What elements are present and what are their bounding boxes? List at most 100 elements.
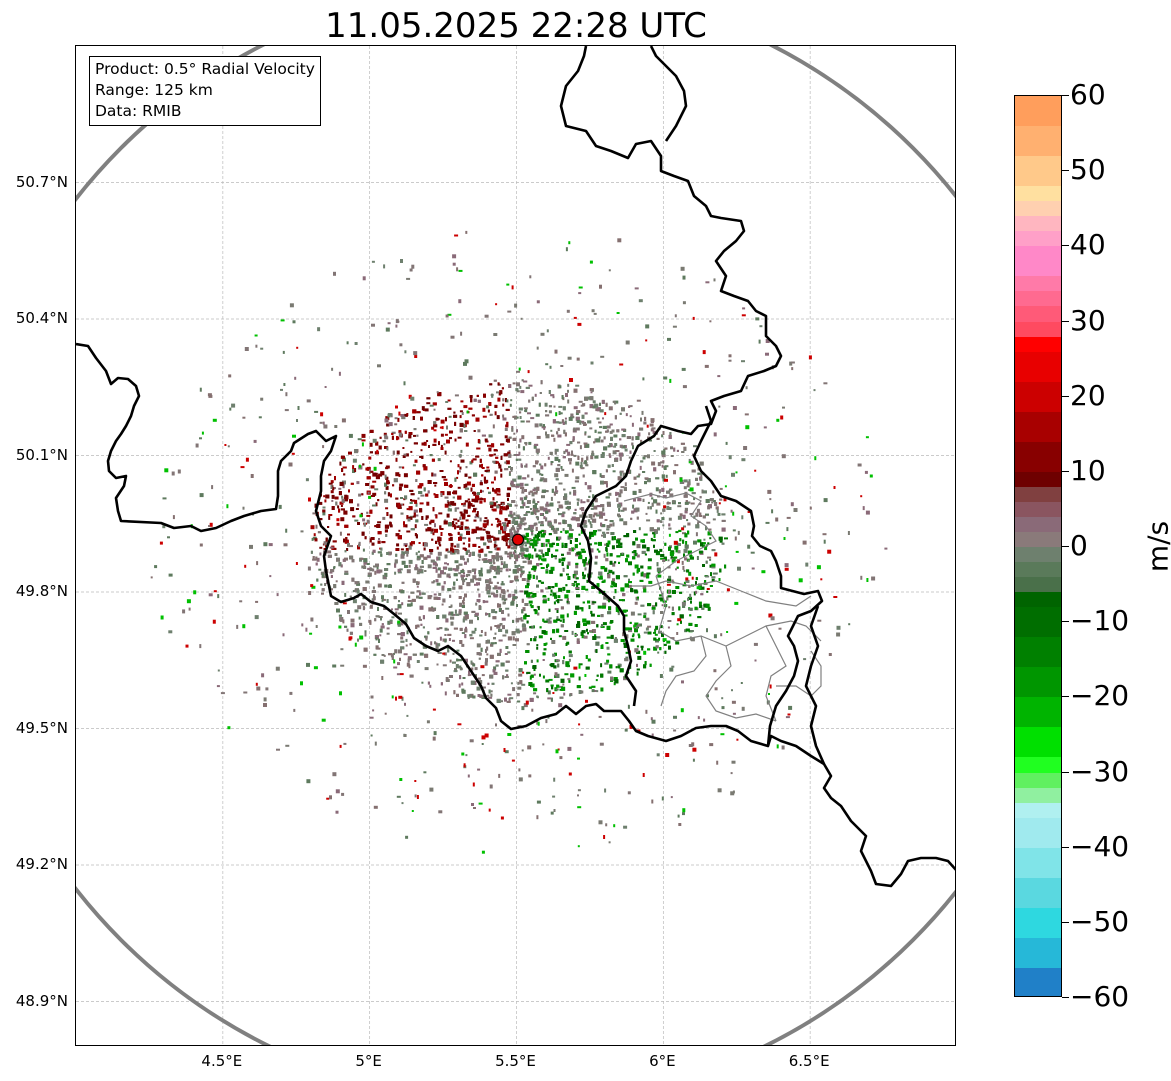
colorbar-tick-label: 50 bbox=[1070, 153, 1106, 187]
colorbar-segment bbox=[1015, 276, 1061, 292]
colorbar-tick-label: −50 bbox=[1070, 904, 1130, 938]
colorbar-tick-label: 30 bbox=[1070, 303, 1106, 337]
colorbar-segment bbox=[1015, 336, 1061, 353]
colorbar-tick-label: 40 bbox=[1070, 228, 1106, 262]
colorbar-segment bbox=[1015, 441, 1061, 473]
range-line: Range: 125 km bbox=[95, 81, 213, 99]
colorbar-segment bbox=[1015, 697, 1061, 728]
colorbar-segment bbox=[1015, 907, 1061, 939]
colorbar-segment bbox=[1015, 802, 1061, 819]
colorbar-segment bbox=[1015, 757, 1061, 773]
border-luxembourg-germany bbox=[692, 405, 824, 747]
lat-tick-label: 50.4°N bbox=[15, 309, 68, 327]
colorbar-tick-mark bbox=[1062, 846, 1069, 848]
colorbar-segment bbox=[1015, 787, 1061, 804]
colorbar-segment bbox=[1015, 877, 1061, 909]
admin-border-5 bbox=[705, 645, 777, 722]
colorbar-tick-label: 0 bbox=[1070, 529, 1088, 562]
colorbar-segment bbox=[1015, 592, 1061, 608]
colorbar-tick-label: −40 bbox=[1070, 829, 1130, 863]
lon-tick-label: 6.5°E bbox=[788, 1052, 830, 1070]
colorbar-tick-mark bbox=[1062, 95, 1069, 96]
colorbar-tick-label: 60 bbox=[1070, 78, 1106, 111]
colorbar-segment bbox=[1015, 817, 1061, 849]
border-belgium-luxembourg-east bbox=[559, 46, 783, 707]
colorbar-tick-mark bbox=[1062, 771, 1069, 773]
map-panel[interactable] bbox=[75, 45, 956, 1046]
colorbar-segment bbox=[1015, 967, 1061, 996]
colorbar-segment bbox=[1015, 562, 1061, 578]
admin-borders bbox=[623, 492, 822, 722]
admin-border-6 bbox=[765, 625, 787, 722]
colorbar-segment bbox=[1015, 501, 1061, 518]
colorbar-segment bbox=[1015, 937, 1061, 969]
lat-tick-label: 50.1°N bbox=[15, 445, 68, 464]
colorbar-segment bbox=[1015, 231, 1061, 247]
colorbar-segment bbox=[1015, 96, 1061, 127]
colorbar-segment bbox=[1015, 727, 1061, 758]
admin-border-3 bbox=[655, 575, 822, 647]
colorbar-tick-mark bbox=[1062, 470, 1069, 472]
border-france-belgium bbox=[76, 342, 955, 888]
colorbar-segment bbox=[1015, 667, 1061, 698]
colorbar-segment bbox=[1015, 351, 1061, 383]
colorbar-segment bbox=[1015, 291, 1061, 307]
lon-tick-label: 5.5°E bbox=[495, 1052, 536, 1070]
colorbar-segment bbox=[1015, 486, 1061, 503]
colorbar-segment bbox=[1015, 306, 1061, 322]
colorbar-tick-label: −30 bbox=[1070, 754, 1130, 788]
lon-tick-label: 6°E bbox=[649, 1052, 676, 1070]
colorbar-segment bbox=[1015, 637, 1061, 668]
colorbar-segment bbox=[1015, 321, 1061, 338]
colorbar-tick-mark bbox=[1062, 696, 1069, 698]
colorbar-segment bbox=[1015, 471, 1061, 488]
admin-border-7 bbox=[776, 650, 822, 697]
colorbar-tick-label: 20 bbox=[1070, 378, 1106, 412]
colorbar-segment bbox=[1015, 607, 1061, 638]
admin-border-2 bbox=[631, 580, 812, 607]
lon-tick-label: 4.5°E bbox=[201, 1052, 243, 1070]
colorbar-segment bbox=[1015, 531, 1061, 548]
map-title: 11.05.2025 22:28 UTC bbox=[325, 6, 707, 46]
colorbar-tick-mark bbox=[1062, 170, 1069, 172]
colorbar-segment bbox=[1015, 201, 1061, 217]
colorbar-segment bbox=[1015, 246, 1061, 277]
lon-tick-label: 5°E bbox=[355, 1052, 382, 1070]
colorbar-segment bbox=[1015, 516, 1061, 533]
colorbar-segment bbox=[1015, 216, 1061, 232]
colorbar-unit-label: m/s bbox=[1141, 520, 1171, 573]
velocity-colorbar bbox=[1014, 95, 1062, 997]
admin-border-4 bbox=[660, 635, 707, 707]
lat-tick-label: 48.9°N bbox=[15, 991, 68, 1010]
border-germany-south bbox=[804, 605, 826, 765]
lat-tick-label: 49.8°N bbox=[15, 582, 68, 600]
colorbar-segment bbox=[1015, 156, 1061, 187]
colorbar-segment bbox=[1015, 381, 1061, 413]
colorbar-tick-label: 10 bbox=[1070, 453, 1106, 487]
radar-map[interactable] bbox=[76, 46, 956, 1046]
lat-tick-label: 50.7°N bbox=[15, 172, 68, 191]
colorbar-segment bbox=[1015, 772, 1061, 789]
colorbar-tick-mark bbox=[1062, 621, 1069, 623]
colorbar-segment bbox=[1015, 547, 1061, 563]
colorbar-tick-label: −20 bbox=[1070, 679, 1130, 713]
data-source-line: Data: RMIB bbox=[95, 102, 182, 120]
colorbar-tick-label: −10 bbox=[1070, 604, 1130, 638]
colorbar-tick-mark bbox=[1062, 395, 1069, 397]
lat-tick-label: 49.5°N bbox=[15, 718, 68, 737]
colorbar-tick-label: −60 bbox=[1070, 980, 1130, 1013]
colorbar-tick-mark bbox=[1062, 320, 1069, 322]
lat-tick-label: 49.2°N bbox=[15, 855, 68, 873]
radar-site-marker[interactable] bbox=[511, 533, 525, 546]
product-info-box: Product: 0.5° Radial Velocity Range: 125… bbox=[89, 56, 321, 126]
border-northeast bbox=[649, 46, 688, 142]
colorbar-segment bbox=[1015, 126, 1061, 157]
colorbar-tick-mark bbox=[1062, 546, 1069, 547]
colorbar-segment bbox=[1015, 577, 1061, 593]
country-borders bbox=[76, 46, 955, 888]
colorbar-segment bbox=[1015, 186, 1061, 202]
product-line: Product: 0.5° Radial Velocity bbox=[95, 60, 315, 78]
colorbar-tick-mark bbox=[1062, 921, 1069, 923]
colorbar-tick-mark bbox=[1062, 245, 1069, 247]
colorbar-tick-mark bbox=[1062, 997, 1069, 998]
